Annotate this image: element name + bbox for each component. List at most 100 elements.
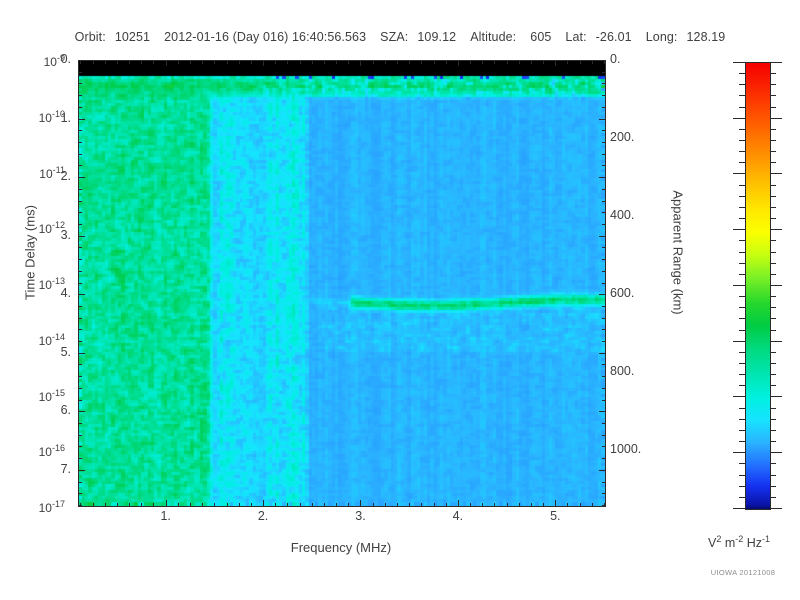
axis-tick [360,61,361,66]
colorbar-tick [739,129,745,130]
axis-tick [602,212,605,213]
axis-tick [79,294,85,295]
axis-tick [519,503,520,506]
axis-tick [117,61,118,64]
colorbar-tick [733,62,745,63]
axis-tick [373,61,374,64]
y-tick-label-right: 200. [610,130,635,145]
axis-tick [599,470,605,471]
colorbar-tick [770,396,782,397]
x-tick-label: 4. [452,509,464,523]
y-axis-title-left: Time Delay (ms) [22,205,38,300]
axis-tick [214,61,215,64]
axis-tick [79,119,85,120]
axis-tick [446,61,447,64]
x-tick-label: 3. [355,509,366,523]
colorbar-tick [733,229,745,230]
colorbar-tick [733,285,745,286]
axis-tick [531,61,532,64]
colorbar-tick [739,95,745,96]
axis-tick [602,130,605,131]
colorbar-tick [770,508,782,509]
axis-tick [166,500,167,506]
colorbar-tick [739,263,745,264]
colorbar-tick [739,318,745,319]
lat-value: -26.01 [595,30,632,44]
long-label: Long: [645,30,678,44]
axis-tick [79,458,82,459]
colorbar-tick [739,419,745,420]
axis-tick [79,482,82,483]
axis-tick [348,61,349,64]
axis-tick [79,224,82,225]
colorbar-tick [770,497,776,498]
colorbar-tick [770,285,782,286]
axis-tick [79,130,82,131]
colorbar-tick [770,307,776,308]
colorbar-tick [770,463,776,464]
colorbar-tick [770,363,776,364]
axis-tick [602,247,605,248]
x-tick-label: 5. [550,509,561,523]
colorbar-tick [739,207,745,208]
y-axis-title-right: Apparent Range (km) [670,190,686,315]
axis-tick [79,83,82,84]
axis-tick [336,61,337,64]
colorbar-tick [739,73,745,74]
axis-tick [227,61,228,64]
colorbar-tick [770,73,776,74]
colorbar-tick-label: 10-12 [38,220,65,237]
colorbar-tick [739,330,745,331]
sza-label: SZA: [380,30,409,44]
axis-tick [227,503,228,506]
colorbar-tick [733,118,745,119]
axis-tick [602,224,605,225]
colorbar-tick [770,129,776,130]
colorbar-tick [739,296,745,297]
axis-tick [602,376,605,377]
colorbar-tick [739,374,745,375]
colorbar-tick [770,352,776,353]
axis-tick [312,503,313,506]
axis-tick [263,500,264,506]
axis-tick [190,503,191,506]
colorbar-tick [739,151,745,152]
axis-tick [482,503,483,506]
axis-tick [555,500,556,506]
colorbar-tick [770,207,776,208]
altitude-value: 605 [530,30,552,44]
x-tick-label: 1. [160,509,171,523]
axis-tick [79,212,82,213]
colorbar-tick [770,318,776,319]
axis-tick [567,503,568,506]
colorbar-tick [770,84,776,85]
axis-tick [602,364,605,365]
axis-tick [79,306,82,307]
colorbar-tick-label: 10-14 [38,331,65,348]
axis-tick [602,142,605,143]
orbit-label: Orbit: [74,30,106,44]
colorbar-tick [739,218,745,219]
colorbar-tick [770,196,776,197]
axis-tick [79,177,85,178]
axis-tick [79,446,82,447]
colorbar-tick [739,107,745,108]
axis-tick [312,61,313,64]
orbit-value: 10251 [114,30,151,44]
colorbar-tick [770,252,776,253]
axis-tick [105,61,106,64]
colorbar-tick [770,408,776,409]
axis-tick [421,61,422,64]
axis-tick [602,107,605,108]
axis-tick [592,61,593,64]
axis-tick [79,364,82,365]
axis-tick [602,271,605,272]
axis-tick [604,61,605,64]
axis-tick [599,119,605,120]
colorbar-tick-label: 10-13 [38,276,65,292]
y-tick-label-left: 3. [60,227,71,242]
axis-tick [251,61,252,64]
axis-tick [507,61,508,64]
axis-tick [79,376,82,377]
axis-tick [93,61,94,64]
